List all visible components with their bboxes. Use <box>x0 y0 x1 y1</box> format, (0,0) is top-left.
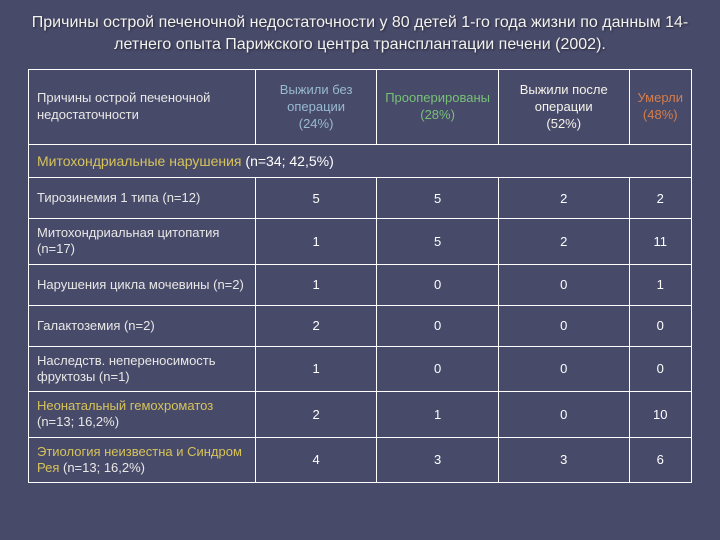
col-header-line1: Выжили после операции <box>520 82 608 114</box>
table-row-hemo: Неонатальный гемохроматоз (n=13; 16,2%) … <box>29 392 692 438</box>
row-rest: (n=13; 16,2%) <box>59 460 145 475</box>
cell: 1 <box>256 346 377 392</box>
col-header-operated: Прооперированы (28%) <box>377 70 499 145</box>
row-label: Тирозинемия 1 типа (n=12) <box>29 178 256 219</box>
data-table: Причины острой печеночной недостаточност… <box>28 69 692 483</box>
cell: 2 <box>498 178 629 219</box>
cell: 0 <box>498 264 629 305</box>
col-header-line2: (52%) <box>546 116 581 131</box>
col-header-cause: Причины острой печеночной недостаточност… <box>29 70 256 145</box>
cell: 11 <box>629 219 692 265</box>
col-header-line2: (24%) <box>299 116 334 131</box>
cell: 1 <box>256 219 377 265</box>
cell: 3 <box>498 437 629 483</box>
table-row: Тирозинемия 1 типа (n=12) 5 5 2 2 <box>29 178 692 219</box>
cell: 10 <box>629 392 692 438</box>
table-row: Наследств. непереносимость фруктозы (n=1… <box>29 346 692 392</box>
slide: Причины острой печеночной недостаточност… <box>0 0 720 540</box>
cell: 2 <box>256 305 377 346</box>
row-label: Этиология неизвестна и Синдром Рея (n=13… <box>29 437 256 483</box>
row-rest: (n=13; 16,2%) <box>37 414 119 429</box>
cell: 1 <box>256 264 377 305</box>
cell: 2 <box>629 178 692 219</box>
cell: 0 <box>377 346 499 392</box>
table-row: Нарушения цикла мочевины (n=2) 1 0 0 1 <box>29 264 692 305</box>
cell: 4 <box>256 437 377 483</box>
cell: 0 <box>629 346 692 392</box>
table-section-row: Митохондриальные нарушения (n=34; 42,5%) <box>29 145 692 178</box>
cell: 1 <box>629 264 692 305</box>
col-header-line2: (48%) <box>643 107 678 122</box>
table-row-etio: Этиология неизвестна и Синдром Рея (n=13… <box>29 437 692 483</box>
col-header-survived-op: Выжили после операции (52%) <box>498 70 629 145</box>
cell: 3 <box>377 437 499 483</box>
row-highlight: Неонатальный гемохроматоз <box>37 398 213 413</box>
cell: 0 <box>498 346 629 392</box>
section-rest: (n=34; 42,5%) <box>242 153 334 169</box>
cell: 0 <box>377 264 499 305</box>
cell: 0 <box>629 305 692 346</box>
cell: 0 <box>377 305 499 346</box>
cell: 0 <box>498 392 629 438</box>
row-label: Наследств. непереносимость фруктозы (n=1… <box>29 346 256 392</box>
row-label: Галактоземия (n=2) <box>29 305 256 346</box>
slide-title: Причины острой печеночной недостаточност… <box>30 12 690 55</box>
cell: 5 <box>377 219 499 265</box>
table-header-row: Причины острой печеночной недостаточност… <box>29 70 692 145</box>
cell: 2 <box>256 392 377 438</box>
col-header-died: Умерли (48%) <box>629 70 692 145</box>
row-label: Митохондриальная цитопатия (n=17) <box>29 219 256 265</box>
table-row: Галактоземия (n=2) 2 0 0 0 <box>29 305 692 346</box>
col-header-survived-noop: Выжили без операции (24%) <box>256 70 377 145</box>
col-header-line1: Выжили без операции <box>280 82 353 114</box>
cell: 5 <box>256 178 377 219</box>
col-header-line2: (28%) <box>420 107 455 122</box>
col-header-line1: Умерли <box>638 90 683 105</box>
col-header-line1: Прооперированы <box>385 90 490 105</box>
row-label: Нарушения цикла мочевины (n=2) <box>29 264 256 305</box>
row-label: Неонатальный гемохроматоз (n=13; 16,2%) <box>29 392 256 438</box>
cell: 2 <box>498 219 629 265</box>
cell: 5 <box>377 178 499 219</box>
section-highlight: Митохондриальные нарушения <box>37 153 242 169</box>
table-row: Митохондриальная цитопатия (n=17) 1 5 2 … <box>29 219 692 265</box>
cell: 1 <box>377 392 499 438</box>
cell: 6 <box>629 437 692 483</box>
cell: 0 <box>498 305 629 346</box>
